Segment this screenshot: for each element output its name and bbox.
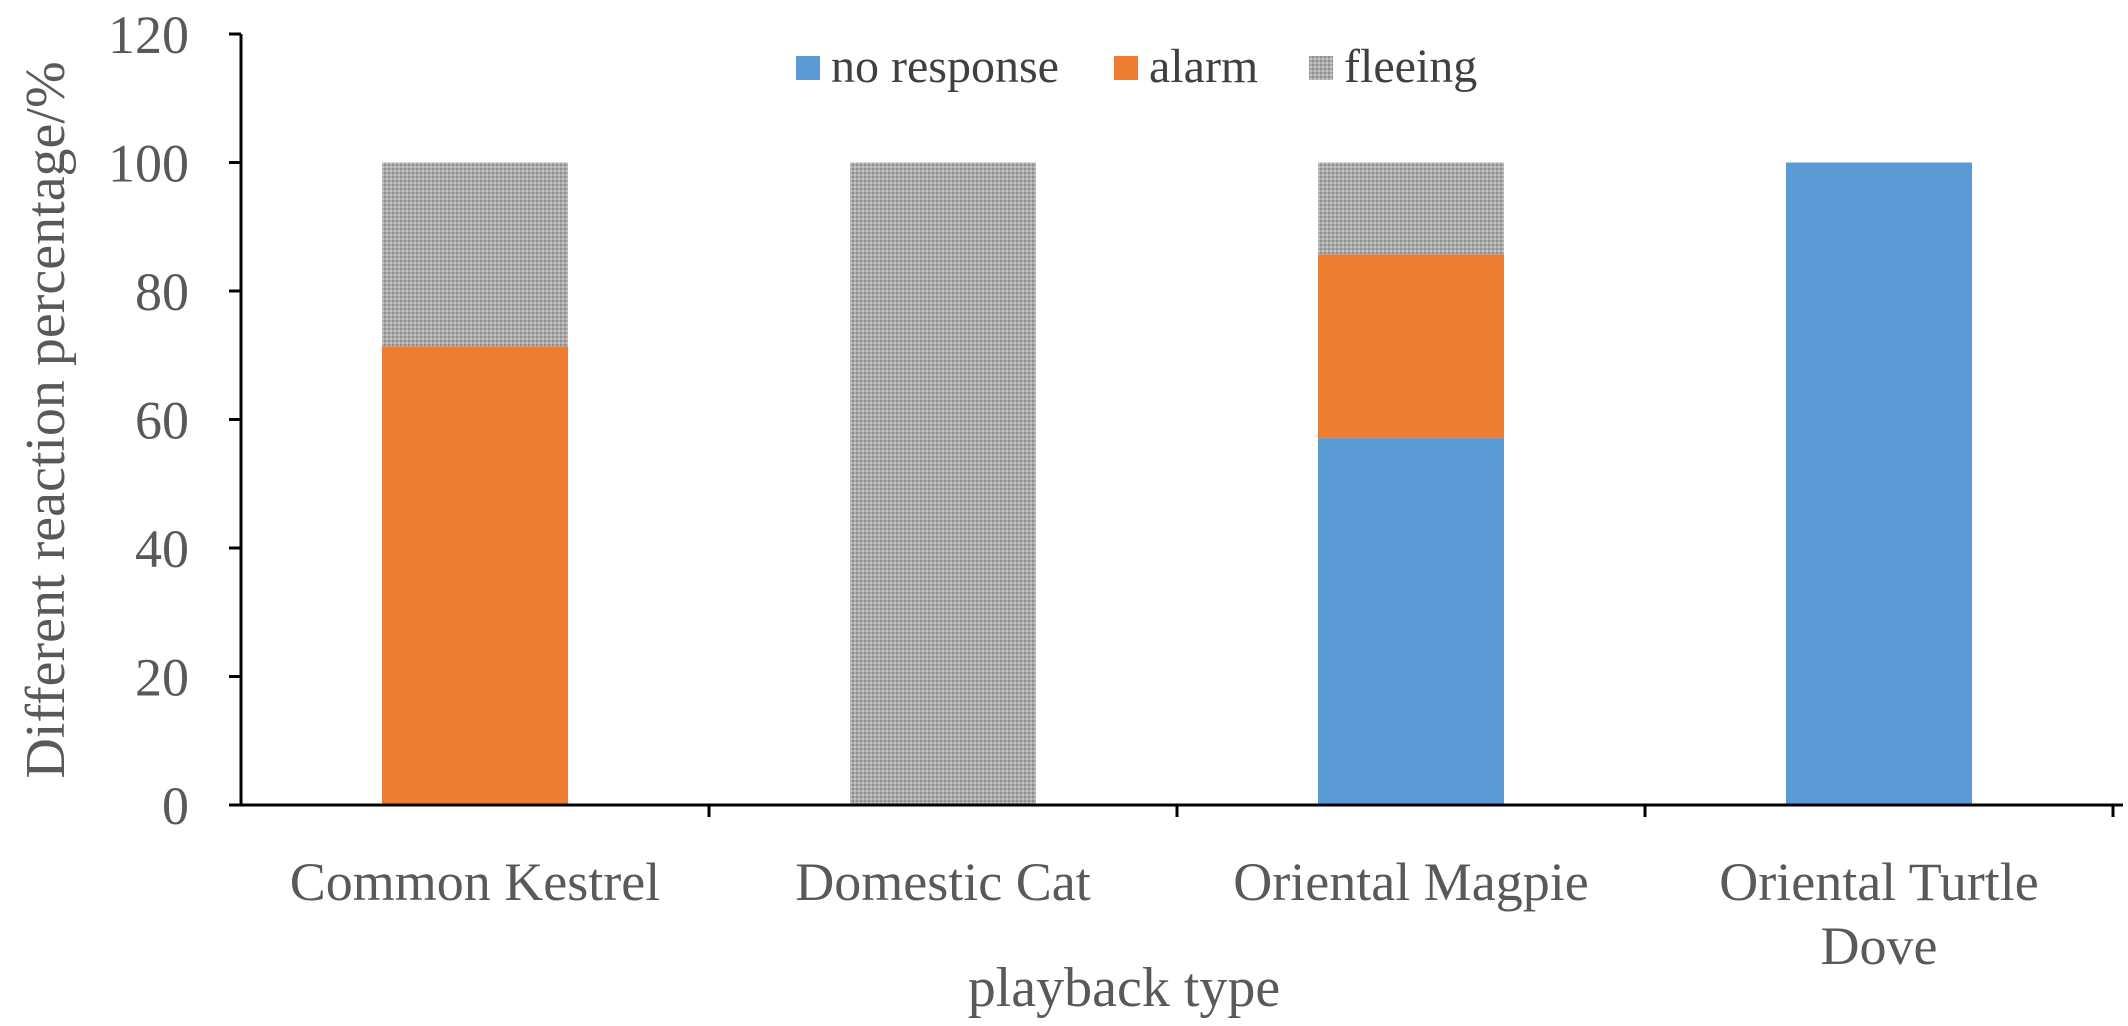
legend-label-alarm: alarm <box>1149 40 1258 93</box>
legend-swatch-fleeing <box>1309 56 1333 80</box>
legend-label-fleeing: fleeing <box>1344 40 1477 93</box>
x-axis-ticks: Common Kestrel Domestic Cat Oriental Magpi… <box>290 805 2115 976</box>
x-axis-title: playback type <box>968 957 1281 1019</box>
bar-segment-fleeing-common-kestrel <box>382 162 568 347</box>
y-tick-label: 120 <box>108 5 189 65</box>
x-tick-label-common-kestrel: Common Kestrel <box>290 852 660 912</box>
y-tick-label: 100 <box>108 134 189 194</box>
y-axis-title: Different reaction percentage/% <box>15 61 77 778</box>
bar-segment-fleeing-oriental-magpie <box>1318 162 1504 255</box>
bar-segment-alarm-common-kestrel <box>382 346 568 805</box>
y-axis-ticks: 0 20 40 60 80 100 120 <box>108 5 241 836</box>
legend: no response alarm fleeing <box>796 40 1477 93</box>
x-tick-label-oriental-turtle-dove: Oriental Turtle Dove <box>1719 852 2039 976</box>
bar-segment-alarm-oriental-magpie <box>1318 254 1504 439</box>
bar-segment-no-response-oriental-turtle-dove <box>1786 162 1972 805</box>
x-tick-label-oriental-magpie: Oriental Magpie <box>1233 852 1588 912</box>
y-tick-label: 0 <box>162 776 189 836</box>
legend-swatch-no-response <box>796 56 820 80</box>
x-tick-label-domestic-cat: Domestic Cat <box>795 852 1090 912</box>
bars-layer <box>382 162 1972 805</box>
bar-segment-fleeing-domestic-cat <box>850 162 1036 805</box>
y-tick-label: 20 <box>135 648 189 708</box>
legend-label-no-response: no response <box>831 40 1059 93</box>
y-tick-label: 40 <box>135 519 189 579</box>
y-tick-label: 80 <box>135 262 189 322</box>
y-tick-label: 60 <box>135 391 189 451</box>
bar-segment-no-response-oriental-magpie <box>1318 438 1504 805</box>
legend-swatch-alarm <box>1114 56 1138 80</box>
